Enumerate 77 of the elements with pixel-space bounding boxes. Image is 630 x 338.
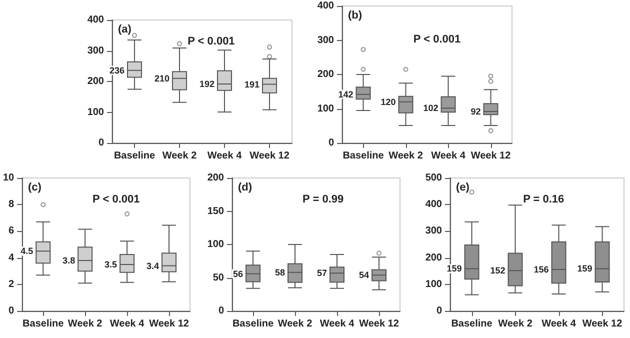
annotation: 4.5 xyxy=(20,246,34,256)
y-tick-label: 100 xyxy=(87,106,104,118)
chart-title: (d) xyxy=(238,182,252,194)
chart-title: (c) xyxy=(28,182,42,194)
x-tick-label: Baseline xyxy=(232,318,274,330)
annotation: 56 xyxy=(232,268,243,279)
annotation: P < 0.001 xyxy=(92,194,140,206)
chart-title: (b) xyxy=(348,10,362,22)
y-tick-label: 400 xyxy=(425,199,442,210)
x-tick-label: Baseline xyxy=(114,150,156,162)
y-tick-label: 300 xyxy=(87,45,104,56)
y-tick-label: 300 xyxy=(317,34,334,46)
y-tick-label: 10 xyxy=(3,172,15,184)
x-tick-label: Week 2 xyxy=(388,150,424,162)
y-tick-label: 150 xyxy=(207,206,224,217)
y-tick-label: 0 xyxy=(436,306,442,316)
chart-title: (a) xyxy=(118,24,132,36)
y-tick-label: 200 xyxy=(425,252,442,264)
annotation: 54 xyxy=(358,270,369,280)
x-tick-label: Week 2 xyxy=(278,318,313,330)
x-tick-label: Baseline xyxy=(22,318,64,330)
annotation: 120 xyxy=(380,96,396,107)
annotation: 57 xyxy=(316,268,327,278)
x-tick-label: Week 4 xyxy=(320,318,355,330)
x-tick-label: Week 12 xyxy=(250,150,290,162)
annotation: 3.4 xyxy=(146,260,160,271)
x-tick-label: Baseline xyxy=(342,150,384,162)
x-tick-label: Week 12 xyxy=(470,150,512,162)
x-tick-label: Week 2 xyxy=(498,318,533,330)
annotation: 236 xyxy=(109,65,124,76)
y-tick-label: 6 xyxy=(8,226,15,237)
annotation: P = 0.16 xyxy=(523,194,564,206)
y-tick-label: 100 xyxy=(425,278,442,290)
annotation: 159 xyxy=(577,264,592,274)
y-tick-label: 100 xyxy=(317,103,334,114)
x-tick-label: Week 12 xyxy=(582,318,623,330)
y-tick-label: 8 xyxy=(8,199,15,210)
y-tick-label: 4 xyxy=(8,252,15,264)
annotation: 191 xyxy=(244,79,260,90)
x-tick-label: Baseline xyxy=(451,318,493,330)
x-tick-label: Week 12 xyxy=(149,318,190,330)
x-tick-label: Week 2 xyxy=(162,150,198,162)
x-tick-label: Week 4 xyxy=(207,150,242,162)
y-tick-label: 500 xyxy=(425,172,442,184)
x-tick-label: Week 4 xyxy=(542,318,576,330)
y-tick-label: 200 xyxy=(87,76,104,87)
annotation: 192 xyxy=(199,78,214,89)
x-tick-label: Week 2 xyxy=(68,318,103,330)
annotation: 156 xyxy=(534,264,549,275)
annotation: 3.8 xyxy=(62,255,76,266)
y-tick-label: 200 xyxy=(207,172,224,184)
x-tick-label: Week 12 xyxy=(359,318,400,330)
y-tick-label: 0 xyxy=(328,138,334,148)
y-tick-label: 200 xyxy=(317,69,334,80)
annotation: 92 xyxy=(470,106,481,116)
annotation: 102 xyxy=(423,103,438,114)
y-tick-label: 400 xyxy=(317,0,334,12)
y-tick-label: 2 xyxy=(8,278,15,290)
annotation: 159 xyxy=(446,264,462,274)
y-tick-label: 100 xyxy=(207,239,224,250)
annotation: 152 xyxy=(490,266,506,276)
y-tick-label: 400 xyxy=(87,14,104,26)
annotation: P = 0.99 xyxy=(302,194,344,206)
y-tick-label: 0 xyxy=(8,306,15,316)
x-tick-label: Week 4 xyxy=(431,150,466,162)
annotation: 58 xyxy=(274,267,285,278)
annotation: 142 xyxy=(338,89,354,100)
y-tick-label: 300 xyxy=(425,226,442,237)
y-tick-label: 50 xyxy=(212,272,224,284)
annotation: P < 0.001 xyxy=(188,36,235,48)
chart-title: (e) xyxy=(456,182,470,194)
annotation: 210 xyxy=(154,73,170,84)
x-tick-label: Week 4 xyxy=(110,318,145,330)
annotation: P < 0.001 xyxy=(413,34,461,46)
y-tick-label: 0 xyxy=(218,306,224,316)
y-tick-label: 0 xyxy=(98,138,104,148)
annotation: 3.5 xyxy=(104,259,118,270)
